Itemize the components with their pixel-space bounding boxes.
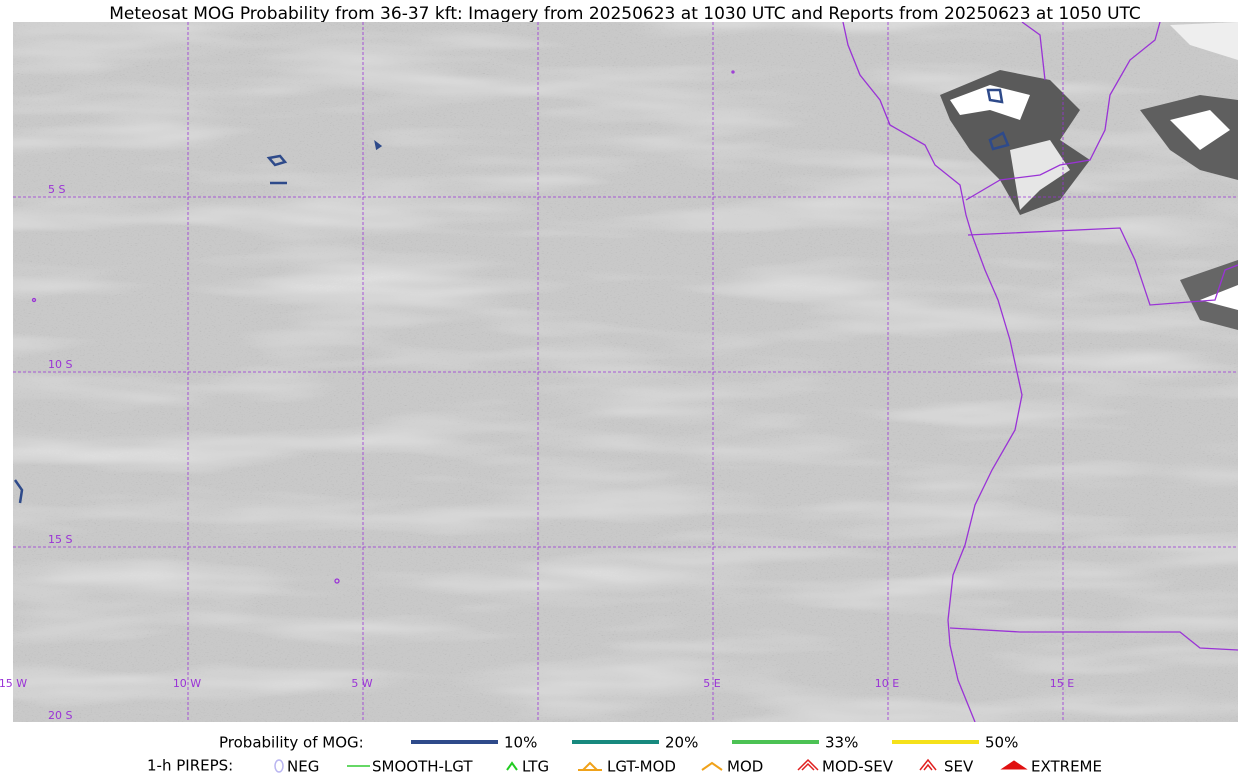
map bbox=[13, 22, 1238, 722]
legend-label: SEV bbox=[944, 758, 974, 776]
lat-label: 15 S bbox=[48, 533, 72, 546]
graticule bbox=[13, 22, 1238, 722]
legend-label: EXTREME bbox=[1031, 758, 1102, 776]
legend-title: 1-h PIREPS: bbox=[147, 757, 233, 775]
lon-label: 15 E bbox=[1050, 677, 1074, 690]
pirep-symbol bbox=[797, 758, 819, 771]
legend-title: Probability of MOG: bbox=[219, 734, 364, 752]
lon-label: 10 W bbox=[173, 677, 201, 690]
legend-label: LGT-MOD bbox=[607, 758, 676, 776]
pirep-symbol bbox=[506, 761, 518, 771]
legend-label: NEG bbox=[287, 758, 319, 776]
coastlines bbox=[31, 22, 1238, 722]
lon-label: 15 W bbox=[0, 677, 27, 690]
legend-label: 50% bbox=[985, 734, 1018, 752]
legend-label: SMOOTH-LGT bbox=[372, 758, 473, 776]
lon-label: 5 W bbox=[351, 677, 372, 690]
legend-label: 20% bbox=[665, 734, 698, 752]
lat-label: 10 S bbox=[48, 358, 72, 371]
lon-label: 10 E bbox=[875, 677, 899, 690]
legend-label: MOD-SEV bbox=[822, 758, 894, 776]
title: Meteosat MOG Probability from 36-37 kft:… bbox=[109, 4, 1141, 24]
pirep-symbol bbox=[1000, 760, 1028, 770]
clouds bbox=[940, 22, 1238, 330]
mog-contours bbox=[13, 88, 1010, 504]
pirep-symbol bbox=[274, 759, 284, 773]
legend-label: 10% bbox=[504, 734, 537, 752]
legend-label: 33% bbox=[825, 734, 858, 752]
lat-label: 20 S bbox=[48, 709, 72, 722]
pirep-symbol bbox=[701, 761, 723, 771]
pirep-symbol bbox=[578, 761, 602, 771]
lon-label: 5 E bbox=[703, 677, 720, 690]
legend-label: LTG bbox=[522, 758, 549, 776]
lat-label: 5 S bbox=[48, 183, 65, 196]
pirep-symbol bbox=[919, 758, 937, 771]
legend-label: MOD bbox=[727, 758, 763, 776]
